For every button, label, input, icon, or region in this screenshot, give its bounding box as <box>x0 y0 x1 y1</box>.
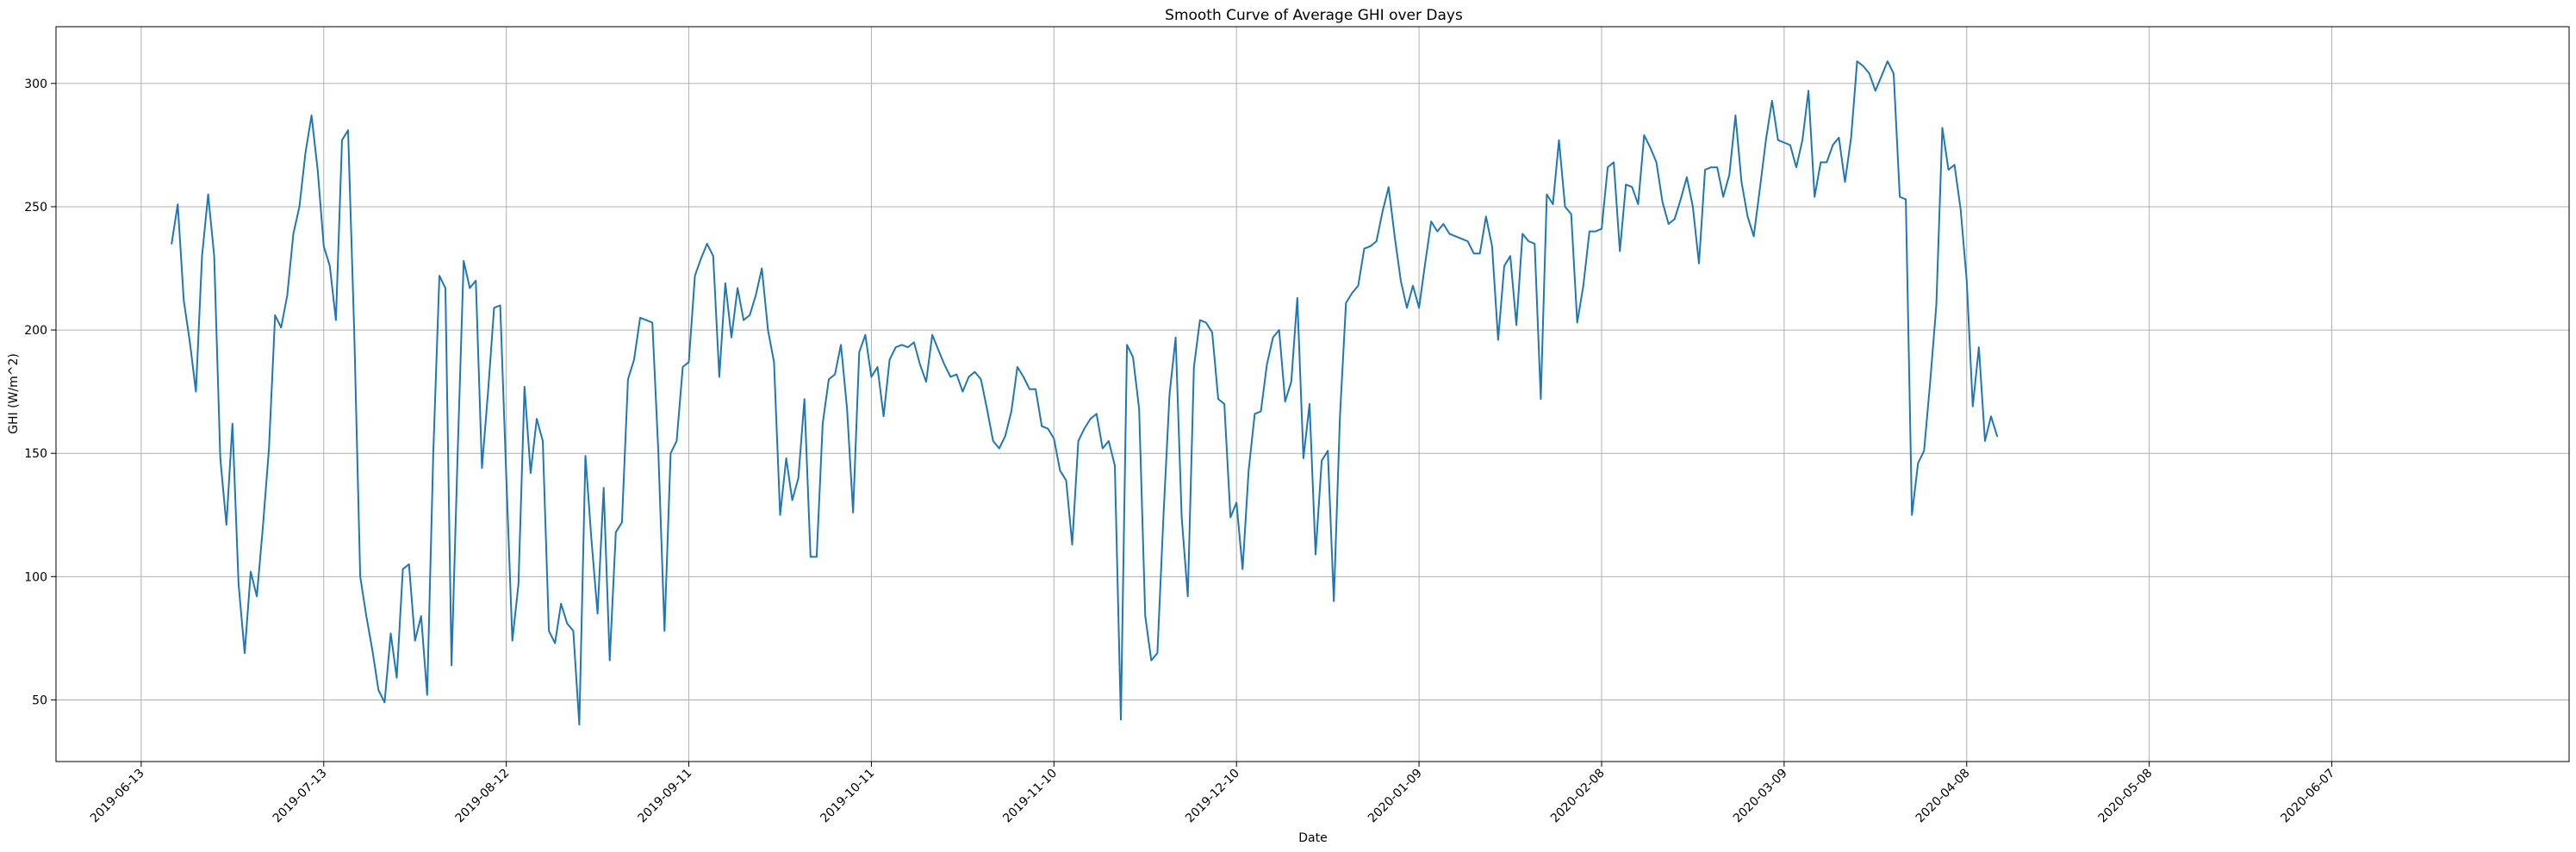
grid-layer <box>56 27 2569 762</box>
y-tick-label: 200 <box>24 324 47 338</box>
y-tick-label: 300 <box>24 78 47 91</box>
chart-title: Smooth Curve of Average GHI over Days <box>1165 7 1463 24</box>
y-axis: 50 100 150 200 250 300 <box>24 78 56 707</box>
series-line <box>171 60 1999 726</box>
series-layer <box>171 60 1999 726</box>
y-tick-label: 150 <box>24 447 47 461</box>
y-tick-label: 50 <box>32 693 47 707</box>
plot-frame <box>55 26 2570 762</box>
y-axis-label: GHI (W/m^2) <box>7 353 21 434</box>
x-axis-label: Date <box>1298 831 1327 845</box>
y-tick-label: 100 <box>24 570 47 584</box>
y-tick-label: 250 <box>24 201 47 215</box>
